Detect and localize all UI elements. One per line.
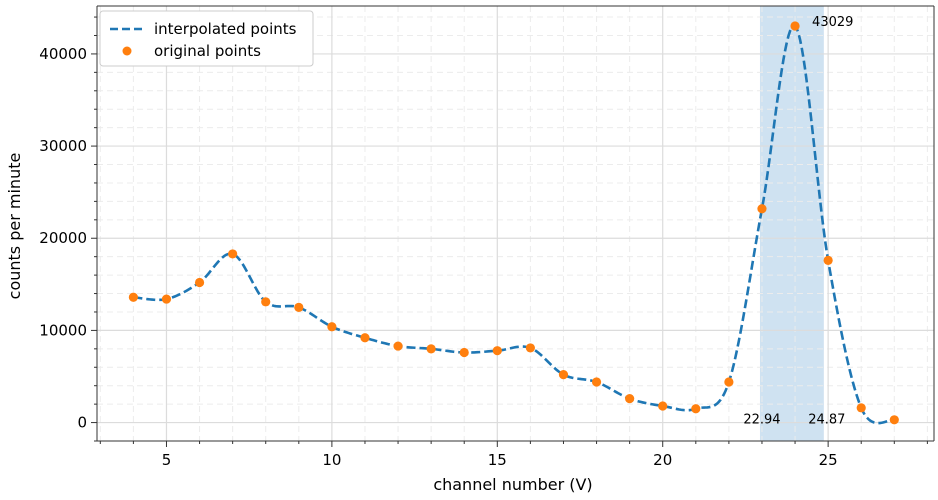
y-axis-label: counts per minute bbox=[5, 153, 24, 300]
original-point bbox=[327, 322, 337, 332]
peak-value-label: 43029 bbox=[812, 15, 853, 30]
original-point bbox=[492, 346, 502, 356]
x-tick-label: 10 bbox=[322, 451, 341, 469]
legend-marker-swatch bbox=[122, 46, 132, 56]
x-tick-label: 25 bbox=[819, 451, 838, 469]
region-start-label: 22.94 bbox=[743, 413, 780, 428]
legend: interpolated points original points bbox=[99, 10, 314, 67]
original-point bbox=[558, 370, 569, 380]
original-point bbox=[294, 302, 304, 312]
original-point bbox=[790, 21, 800, 31]
original-point bbox=[625, 394, 635, 404]
original-point bbox=[856, 403, 866, 413]
original-points-layer bbox=[128, 21, 899, 425]
interpolated-line-layer bbox=[133, 24, 895, 425]
original-point bbox=[757, 204, 767, 214]
legend-label-original: original points bbox=[154, 42, 261, 60]
original-point bbox=[261, 297, 271, 307]
region-end-label: 24.87 bbox=[808, 413, 845, 428]
axes-layer bbox=[96, 5, 935, 442]
original-point bbox=[658, 401, 668, 411]
legend-box bbox=[99, 10, 314, 67]
x-tick-label: 15 bbox=[488, 451, 507, 469]
original-point bbox=[724, 377, 734, 387]
original-point bbox=[889, 415, 899, 425]
original-point bbox=[426, 344, 436, 354]
interpolated-line bbox=[133, 24, 895, 425]
shaded-region-layer bbox=[759, 6, 824, 441]
tick-layer: 5 10 15 20 25 0 10000 20000 30000 40000 bbox=[39, 16, 928, 469]
original-point bbox=[591, 377, 602, 387]
original-point bbox=[691, 404, 701, 414]
legend-label-interpolated: interpolated points bbox=[154, 20, 297, 38]
y-tick-label: 20000 bbox=[39, 229, 87, 247]
shaded-peak-region bbox=[759, 6, 824, 441]
y-tick-label: 30000 bbox=[39, 137, 87, 155]
y-tick-label: 40000 bbox=[39, 45, 87, 63]
original-point bbox=[525, 343, 535, 353]
original-point bbox=[161, 294, 172, 304]
original-point bbox=[823, 255, 833, 265]
original-point bbox=[194, 277, 205, 288]
y-tick-label: 10000 bbox=[39, 321, 87, 339]
y-tick-label: 0 bbox=[77, 414, 87, 432]
x-tick-label: 20 bbox=[653, 451, 672, 469]
original-point bbox=[459, 347, 469, 358]
annotation-layer: 43029 22.94 24.87 bbox=[743, 15, 853, 428]
original-point bbox=[128, 292, 138, 302]
original-point bbox=[360, 333, 370, 343]
original-point bbox=[393, 341, 403, 351]
original-point bbox=[228, 249, 238, 259]
x-axis-label: channel number (V) bbox=[433, 475, 592, 494]
x-tick-label: 5 bbox=[162, 451, 172, 469]
